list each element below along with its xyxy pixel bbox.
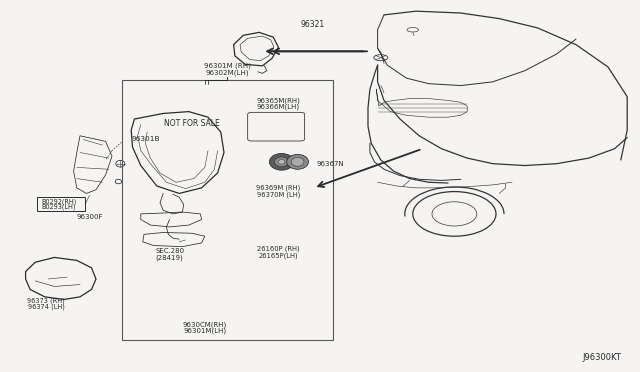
Bar bbox=[122, 80, 333, 340]
Ellipse shape bbox=[269, 153, 294, 170]
Text: SEC.280: SEC.280 bbox=[155, 248, 184, 254]
Text: J96300KT: J96300KT bbox=[582, 353, 621, 362]
Text: (28419): (28419) bbox=[156, 254, 184, 261]
Bar bbox=[37, 197, 85, 211]
Ellipse shape bbox=[291, 157, 304, 166]
Text: 96321: 96321 bbox=[300, 20, 324, 29]
Ellipse shape bbox=[275, 157, 289, 167]
Ellipse shape bbox=[287, 154, 308, 169]
Text: 96374 (LH): 96374 (LH) bbox=[28, 304, 65, 310]
Text: NOT FOR SALE: NOT FOR SALE bbox=[164, 119, 220, 128]
Text: 96301M (RH): 96301M (RH) bbox=[204, 63, 251, 70]
Text: 96366M(LH): 96366M(LH) bbox=[257, 104, 300, 110]
Text: 96365M(RH): 96365M(RH) bbox=[257, 97, 300, 104]
Text: B0293(LH): B0293(LH) bbox=[42, 204, 76, 211]
Text: 26160P (RH): 26160P (RH) bbox=[257, 246, 300, 253]
Text: 96301M(LH): 96301M(LH) bbox=[183, 328, 227, 334]
Text: 96369M (RH): 96369M (RH) bbox=[256, 185, 301, 192]
Text: 96370M (LH): 96370M (LH) bbox=[257, 192, 300, 198]
Text: 96301B: 96301B bbox=[132, 136, 160, 142]
Text: 96302M(LH): 96302M(LH) bbox=[205, 70, 249, 76]
Text: 26165P(LH): 26165P(LH) bbox=[259, 253, 298, 259]
Text: B0292(RH): B0292(RH) bbox=[42, 198, 77, 205]
Text: 96367N: 96367N bbox=[316, 161, 344, 167]
Text: 96300F: 96300F bbox=[76, 214, 103, 220]
Ellipse shape bbox=[278, 160, 285, 164]
Text: 96373 (RH): 96373 (RH) bbox=[28, 297, 65, 304]
Text: 9630CM(RH): 9630CM(RH) bbox=[182, 321, 227, 328]
